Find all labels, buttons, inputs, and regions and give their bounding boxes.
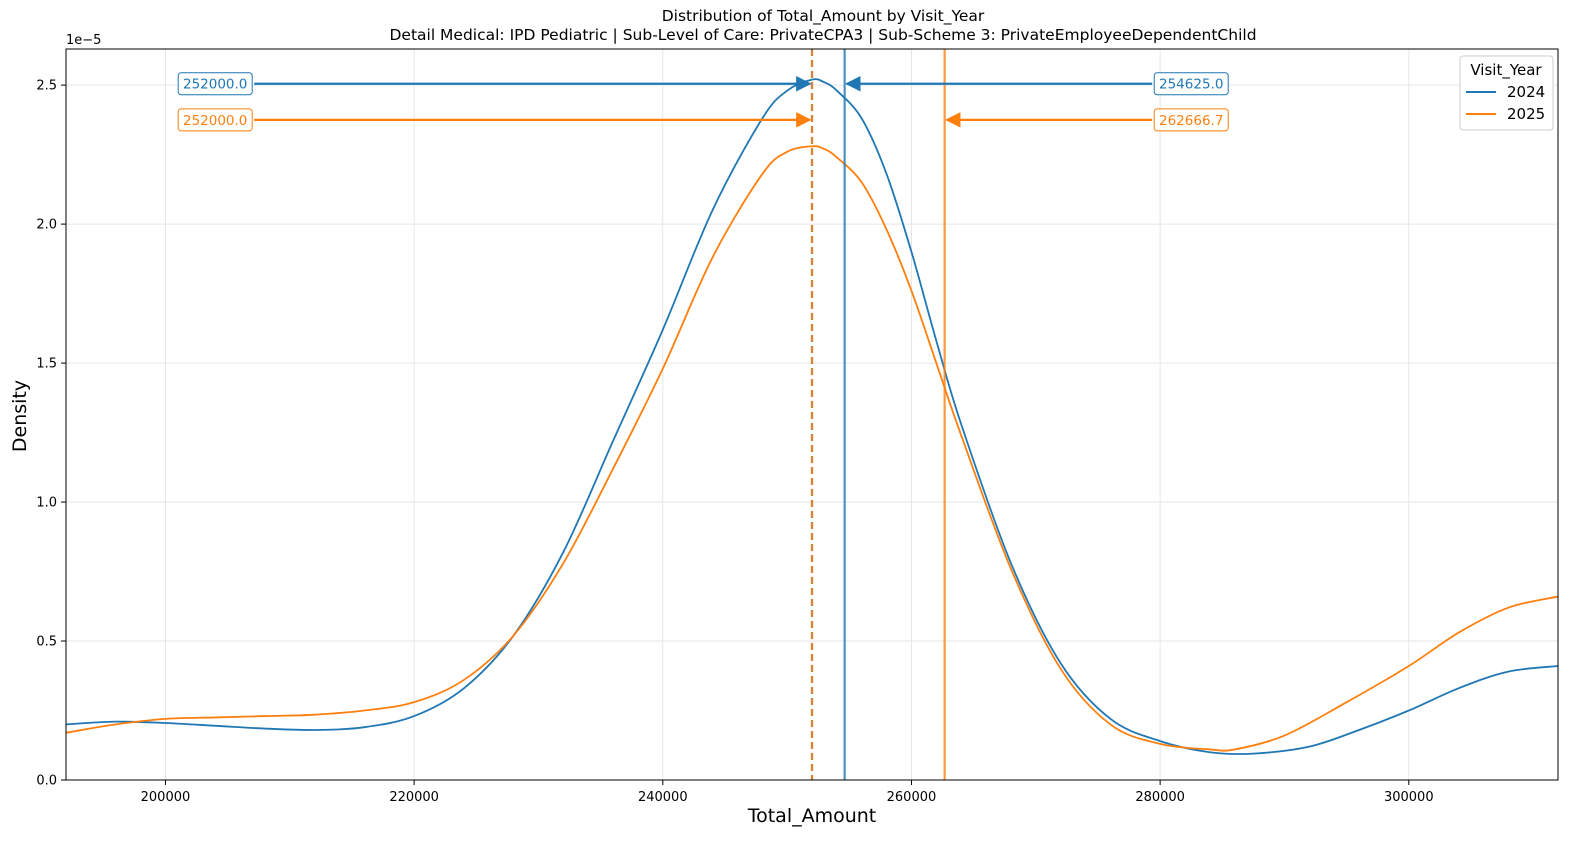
- y-tick-label: 1.0: [36, 496, 57, 511]
- x-axis-label: Total_Amount: [747, 805, 877, 827]
- legend: Visit_Year 2024 2025: [1459, 55, 1554, 131]
- x-tick-label: 300000: [1384, 790, 1434, 805]
- chart-subtitle: Detail Medical: IPD Pediatric | Sub-Leve…: [389, 26, 1256, 44]
- y-axis: 0.0 0.5 1.0 1.5 2.0 2.5: [36, 79, 66, 789]
- x-tick-label: 280000: [1135, 790, 1185, 805]
- legend-title: Visit_Year: [1470, 61, 1542, 80]
- legend-label-2025: 2025: [1507, 105, 1545, 123]
- y-tick-label: 2.0: [36, 218, 57, 233]
- y-tick-label: 0.5: [36, 635, 57, 650]
- series-line-2024: [65, 78, 1559, 756]
- annotation-ff7f0e: 262666.7: [945, 108, 1229, 132]
- annotations: 252000.0 252000.0 254625.0 262666.7: [177, 72, 1229, 132]
- annotation-box: [1153, 72, 1229, 96]
- x-tick-label: 200000: [141, 790, 191, 805]
- plot-frame: [65, 48, 1559, 781]
- annotation-label: 252000.0: [183, 77, 247, 93]
- annotation-box: [1153, 108, 1229, 132]
- x-axis: 200000 220000 240000 260000 280000 300000: [141, 780, 1434, 805]
- annotation-ff7f0e: 252000.0: [177, 108, 812, 132]
- x-tick-label: 240000: [638, 790, 688, 805]
- series-line-2025: [65, 145, 1559, 752]
- x-tick-label: 260000: [887, 790, 937, 805]
- legend-box: [1459, 55, 1554, 131]
- legend-label-2024: 2024: [1507, 83, 1545, 101]
- annotation-box: [177, 108, 253, 132]
- x-tick-label: 220000: [389, 790, 439, 805]
- reference-lines: [810, 49, 946, 780]
- annotation-label: 252000.0: [183, 113, 247, 129]
- chart-title: Distribution of Total_Amount by Visit_Ye…: [662, 7, 985, 26]
- annotation-label: 254625.0: [1159, 77, 1223, 93]
- y-tick-label: 2.5: [36, 79, 57, 94]
- y-tick-label: 1.5: [36, 357, 57, 372]
- series-lines: [65, 78, 1559, 756]
- y-tick-label: 0.0: [36, 774, 57, 789]
- y-axis-label: Density: [9, 380, 31, 452]
- annotation-1f77b4: 254625.0: [845, 72, 1229, 96]
- legend-items: 2024 2025: [1466, 83, 1545, 123]
- y-axis-scale-label: 1e−5: [66, 33, 101, 48]
- annotation-box: [177, 72, 253, 96]
- annotation-label: 262666.7: [1159, 113, 1223, 129]
- annotation-1f77b4: 252000.0: [177, 72, 812, 96]
